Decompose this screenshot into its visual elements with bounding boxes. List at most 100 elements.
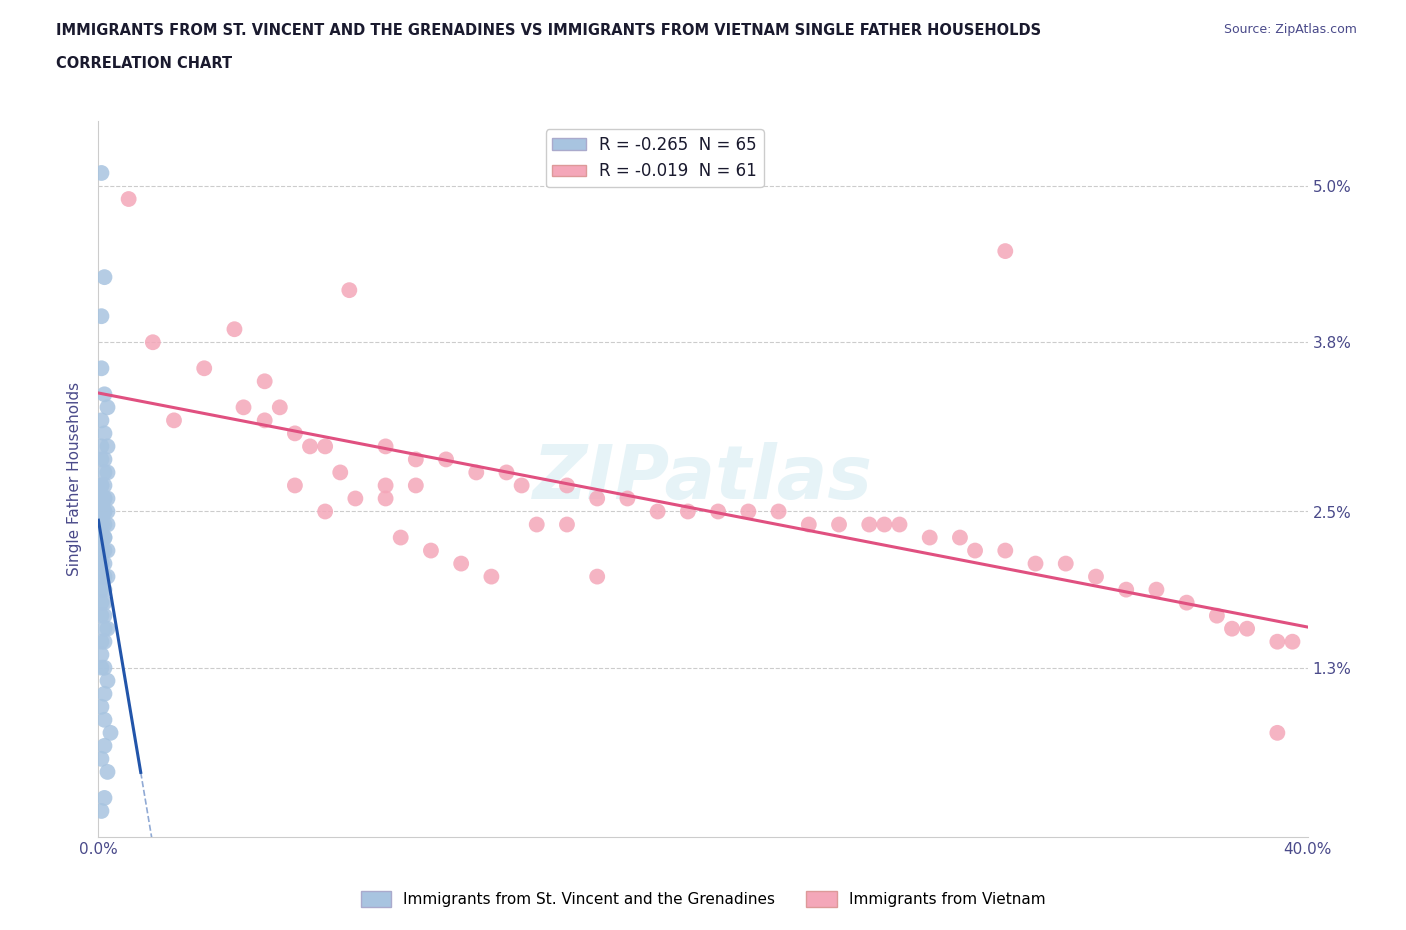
Point [737, 504, 759, 519]
Point [269, 400, 291, 415]
Point [93, 608, 115, 623]
Point [420, 543, 443, 558]
Point [93, 582, 115, 597]
Point [918, 530, 941, 545]
Point [90, 751, 112, 766]
Point [90, 478, 112, 493]
Point [90, 491, 112, 506]
Point [1220, 621, 1243, 636]
Legend: R = -0.265  N = 65, R = -0.019  N = 61: R = -0.265 N = 65, R = -0.019 N = 61 [546, 129, 763, 187]
Point [1115, 582, 1137, 597]
Point [314, 504, 336, 519]
Point [586, 491, 609, 506]
Text: IMMIGRANTS FROM ST. VINCENT AND THE GRENADINES VS IMMIGRANTS FROM VIETNAM SINGLE: IMMIGRANTS FROM ST. VINCENT AND THE GREN… [56, 23, 1042, 38]
Point [93, 387, 115, 402]
Point [93, 270, 115, 285]
Point [193, 361, 215, 376]
Point [858, 517, 880, 532]
Point [93, 660, 115, 675]
Legend: Immigrants from St. Vincent and the Grenadines, Immigrants from Vietnam: Immigrants from St. Vincent and the Gren… [354, 884, 1052, 913]
Point [965, 543, 987, 558]
Point [526, 517, 548, 532]
Point [90, 595, 112, 610]
Point [90, 413, 112, 428]
Point [96, 504, 118, 519]
Point [96, 621, 118, 636]
Point [647, 504, 669, 519]
Point [96, 491, 118, 506]
Point [96, 569, 118, 584]
Point [118, 192, 141, 206]
Point [586, 569, 609, 584]
Point [93, 712, 115, 727]
Point [90, 166, 112, 180]
Point [676, 504, 699, 519]
Point [93, 530, 115, 545]
Point [93, 738, 115, 753]
Point [344, 491, 367, 506]
Point [495, 465, 517, 480]
Point [768, 504, 790, 519]
Point [142, 335, 165, 350]
Point [949, 530, 972, 545]
Point [93, 634, 115, 649]
Point [93, 452, 115, 467]
Point [90, 647, 112, 662]
Point [405, 452, 427, 467]
Point [93, 556, 115, 571]
Point [90, 517, 112, 532]
Point [1085, 569, 1108, 584]
Point [90, 804, 112, 818]
Point [93, 478, 115, 493]
Point [90, 543, 112, 558]
Point [93, 621, 115, 636]
Point [90, 439, 112, 454]
Point [284, 478, 307, 493]
Point [374, 478, 396, 493]
Point [93, 595, 115, 610]
Point [374, 491, 396, 506]
Point [994, 543, 1017, 558]
Point [828, 517, 851, 532]
Point [93, 465, 115, 480]
Point [93, 569, 115, 584]
Text: Source: ZipAtlas.com: Source: ZipAtlas.com [1223, 23, 1357, 36]
Point [96, 465, 118, 480]
Point [90, 530, 112, 545]
Point [616, 491, 638, 506]
Point [93, 491, 115, 506]
Point [1267, 634, 1289, 649]
Point [1054, 556, 1077, 571]
Point [96, 543, 118, 558]
Point [93, 426, 115, 441]
Point [90, 452, 112, 467]
Point [374, 439, 396, 454]
Point [232, 400, 254, 415]
Point [90, 699, 112, 714]
Text: CORRELATION CHART: CORRELATION CHART [56, 56, 232, 71]
Point [555, 517, 578, 532]
Point [90, 569, 112, 584]
Point [284, 426, 307, 441]
Point [1024, 556, 1046, 571]
Y-axis label: Single Father Households: Single Father Households [67, 382, 83, 576]
Point [90, 309, 112, 324]
Point [389, 530, 412, 545]
Point [434, 452, 457, 467]
Point [253, 413, 276, 428]
Point [93, 504, 115, 519]
Point [510, 478, 533, 493]
Point [405, 478, 427, 493]
Point [465, 465, 488, 480]
Point [163, 413, 186, 428]
Point [96, 673, 118, 688]
Point [450, 556, 472, 571]
Point [1175, 595, 1198, 610]
Text: ZIPatlas: ZIPatlas [533, 443, 873, 515]
Point [481, 569, 503, 584]
Point [994, 244, 1017, 259]
Point [1236, 621, 1258, 636]
Point [90, 556, 112, 571]
Point [90, 504, 112, 519]
Point [797, 517, 820, 532]
